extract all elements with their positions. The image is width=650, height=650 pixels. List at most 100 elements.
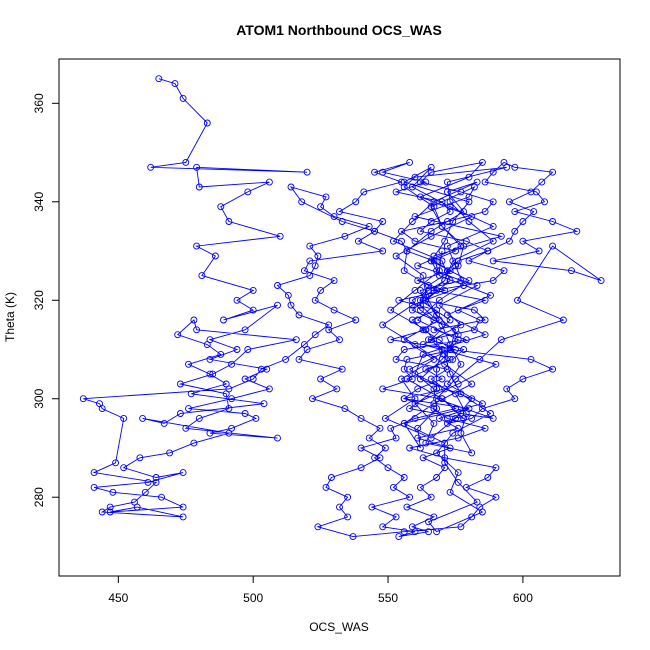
data-point [411, 400, 419, 408]
data-point [379, 168, 387, 176]
data-point [414, 277, 422, 285]
data-point [473, 498, 481, 506]
data-point [403, 375, 411, 383]
data-point [441, 464, 449, 472]
data-point [179, 469, 187, 477]
data-point [460, 414, 468, 422]
data-point [400, 178, 408, 186]
data-point [438, 257, 446, 265]
data-point [481, 331, 489, 339]
data-point [403, 503, 411, 511]
data-point [433, 474, 441, 481]
data-point [465, 277, 473, 285]
data-point [473, 282, 481, 289]
data-point [392, 355, 400, 363]
data-point [468, 449, 476, 457]
data-point [530, 208, 538, 216]
data-point [457, 360, 465, 368]
data-point [398, 227, 405, 235]
data-point [489, 277, 497, 285]
data-point [414, 434, 422, 442]
data-point [185, 360, 192, 368]
data-point [435, 272, 443, 280]
data-point [416, 286, 424, 294]
data-point [403, 355, 411, 363]
data-point [171, 80, 179, 88]
data-point [519, 218, 527, 225]
data-point [292, 336, 300, 344]
data-point [511, 227, 519, 235]
data-point [400, 267, 408, 275]
data-point [460, 242, 468, 250]
data-point [354, 237, 362, 245]
data-point [441, 439, 449, 447]
data-point [408, 301, 416, 309]
data-point [505, 237, 513, 245]
data-point [452, 414, 459, 422]
data-point [195, 414, 203, 422]
data-point [443, 414, 451, 422]
data-point [252, 414, 260, 422]
data-point [387, 306, 395, 314]
y-tick-label: 340 [32, 191, 46, 211]
data-point [425, 528, 432, 536]
data-point [411, 370, 419, 378]
data-point [468, 513, 476, 521]
data-point [465, 257, 473, 265]
data-point [497, 232, 505, 240]
data-point [462, 336, 470, 344]
data-point [446, 267, 454, 275]
data-point [408, 523, 416, 531]
data-point [193, 326, 201, 334]
data-point [478, 508, 486, 516]
data-point [411, 414, 419, 422]
data-point [435, 414, 443, 422]
data-point [452, 346, 459, 353]
data-point [481, 178, 489, 186]
y-tick-label: 300 [32, 388, 46, 408]
data-point [484, 247, 492, 255]
data-point [489, 257, 497, 265]
data-point [538, 178, 546, 186]
data-point [457, 188, 465, 196]
data-point [392, 252, 400, 260]
data-point [282, 355, 290, 363]
data-point [422, 296, 430, 304]
data-point [414, 262, 422, 270]
data-point [406, 158, 414, 166]
data-point [422, 291, 430, 299]
data-point [411, 395, 419, 403]
data-point [360, 188, 368, 196]
y-tick-label: 360 [32, 93, 46, 113]
data-point [441, 277, 449, 285]
data-point [489, 222, 497, 230]
data-point [446, 203, 454, 211]
data-point [330, 277, 338, 285]
data-point [454, 469, 462, 477]
data-point [416, 301, 424, 309]
data-point [228, 395, 236, 403]
data-point [430, 419, 438, 427]
data-point [306, 272, 314, 280]
data-point [446, 277, 454, 285]
data-point [287, 301, 295, 309]
data-point [416, 483, 424, 491]
data-point [505, 198, 513, 206]
data-point [468, 414, 476, 422]
data-point [449, 355, 457, 363]
data-point [492, 360, 500, 368]
data-point [430, 355, 438, 363]
data-point [422, 326, 430, 334]
data-point [106, 508, 114, 516]
data-point [198, 272, 206, 280]
data-point [341, 232, 349, 240]
data-point [158, 493, 165, 501]
data-point [309, 395, 316, 403]
data-point [500, 267, 508, 275]
data-point [233, 296, 241, 304]
data-point [233, 346, 241, 353]
data-point [349, 533, 357, 541]
data-point [527, 355, 535, 363]
data-point [449, 257, 457, 265]
data-point [449, 218, 457, 225]
